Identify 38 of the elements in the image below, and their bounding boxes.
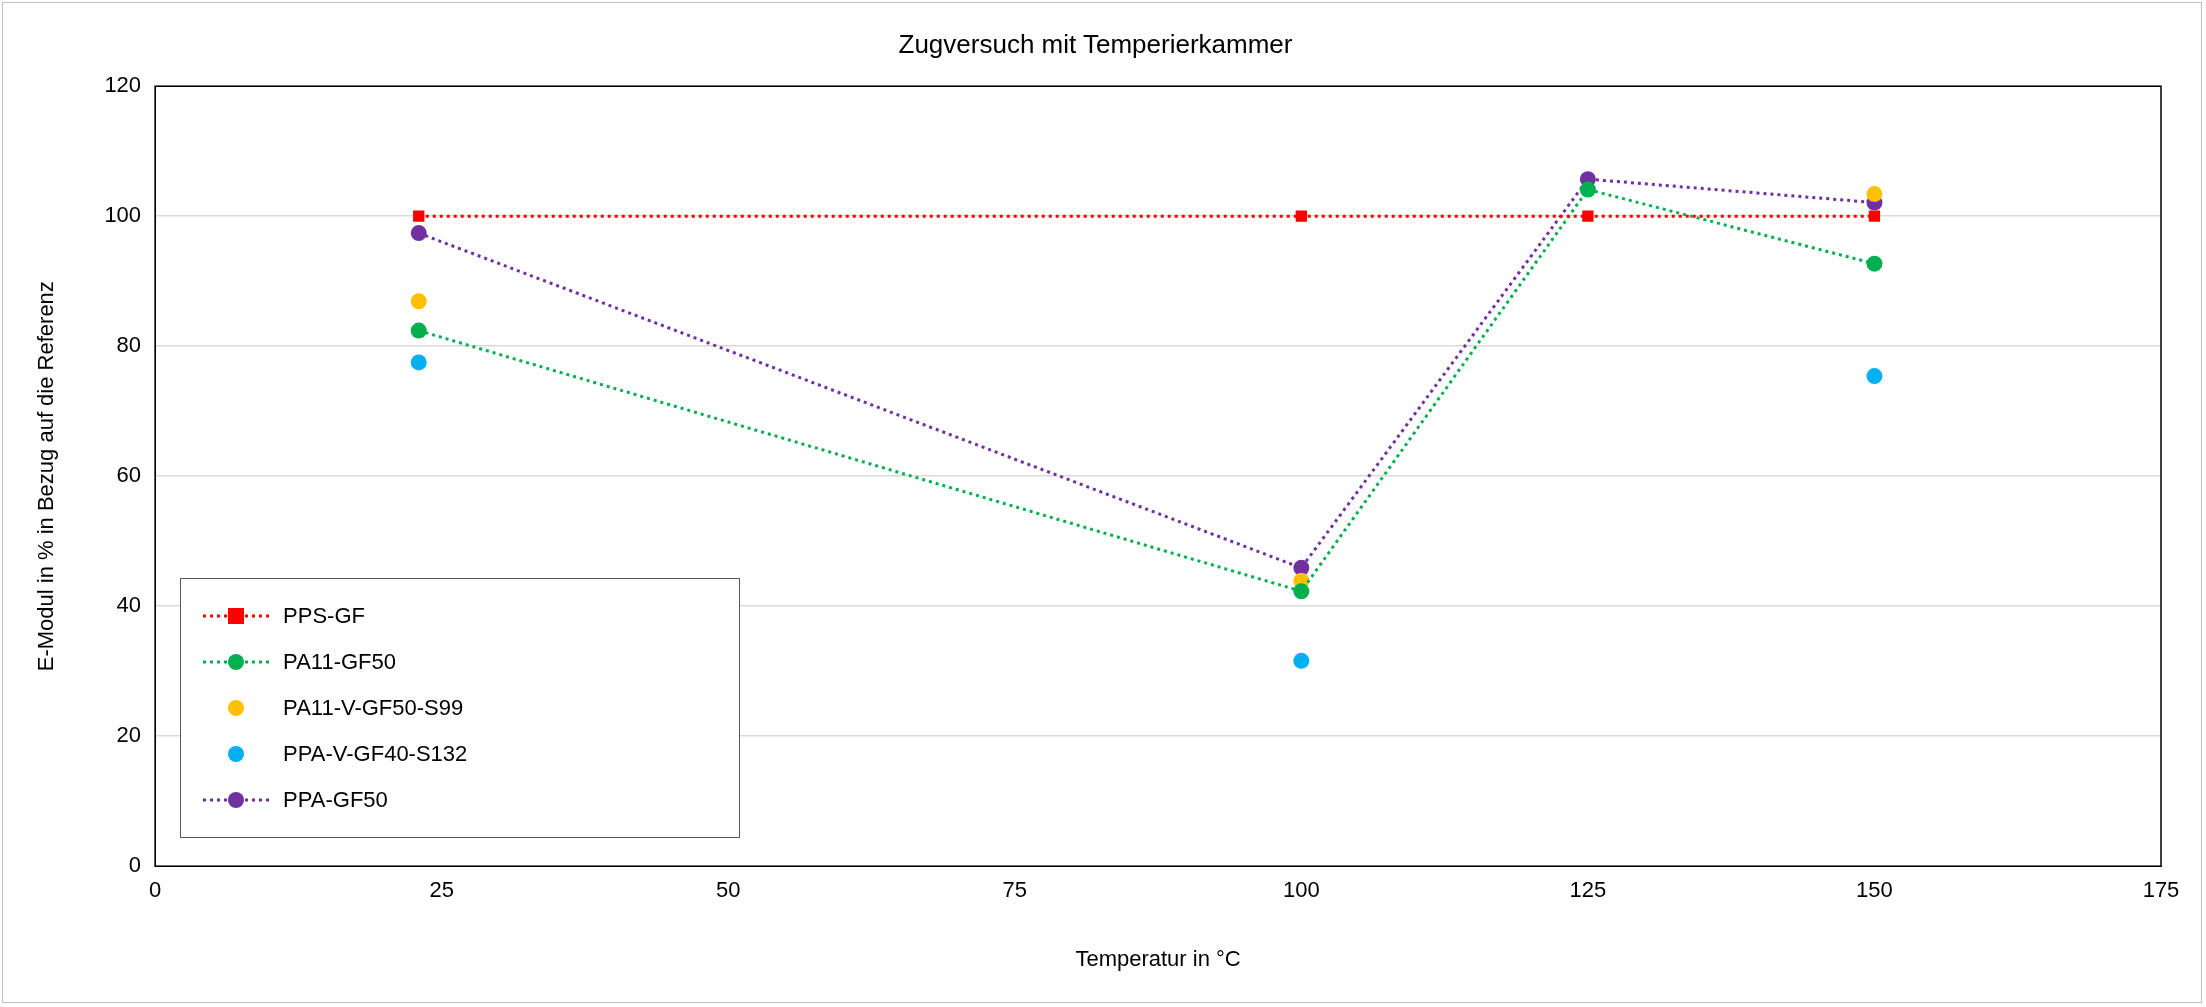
- point: [410, 293, 427, 310]
- point: [1293, 583, 1310, 600]
- point: [1866, 186, 1883, 203]
- legend-label: PA11-GF50: [283, 649, 396, 676]
- x-tick-label: 125: [1569, 877, 1607, 903]
- legend-label: PA11-V-GF50-S99: [283, 695, 464, 722]
- point: [1293, 559, 1310, 576]
- point: [410, 322, 427, 339]
- x-tick-label: 0: [148, 877, 162, 903]
- point: [410, 225, 427, 242]
- x-tick-label: 50: [715, 877, 741, 903]
- y-tick-label: 120: [104, 72, 142, 98]
- y-tick-label: 20: [116, 722, 142, 748]
- chart-title: Zugversuch mit Temperierkammer: [898, 28, 1293, 59]
- y-tick-label: 0: [128, 852, 142, 878]
- y-tick-label: 60: [116, 462, 142, 488]
- point: [1866, 368, 1883, 385]
- x-tick-label: 175: [2142, 877, 2180, 903]
- y-axis-title: E-Modul in % in Bezug auf die Referenz: [33, 281, 59, 672]
- x-axis-title: Temperatur in °C: [1075, 945, 1241, 971]
- legend-label: PPA-V-GF40-S132: [283, 741, 468, 768]
- point: [1295, 210, 1307, 222]
- point: [1868, 210, 1881, 222]
- x-tick-label: 100: [1282, 877, 1320, 903]
- x-tick-label: 75: [1002, 877, 1028, 903]
- point: [410, 354, 427, 371]
- point: [1866, 255, 1883, 272]
- y-tick-label: 100: [104, 202, 142, 228]
- legend-label: PPA-GF50: [283, 787, 388, 814]
- y-tick-label: 40: [116, 592, 142, 618]
- point: [1293, 652, 1310, 669]
- legend-label: PPS-GF: [283, 603, 365, 630]
- x-tick-label: 150: [1856, 877, 1893, 903]
- x-tick-label: 25: [429, 877, 454, 903]
- y-tick-label: 80: [116, 332, 142, 358]
- point: [1582, 210, 1594, 222]
- point: [413, 210, 425, 222]
- point: [1579, 181, 1596, 198]
